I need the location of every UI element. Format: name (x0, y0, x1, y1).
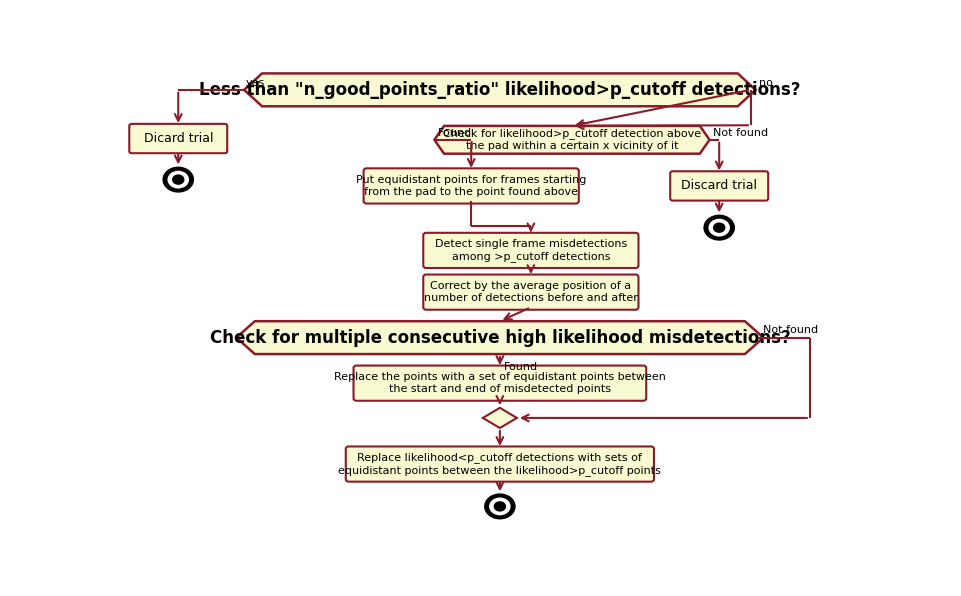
FancyBboxPatch shape (346, 446, 654, 482)
Circle shape (709, 219, 729, 236)
Circle shape (494, 502, 505, 511)
FancyBboxPatch shape (670, 171, 768, 201)
Text: Check for likelihood>p_cutoff detection above
the pad within a certain x vicinit: Check for likelihood>p_cutoff detection … (443, 129, 701, 151)
Text: Put equidistant points for frames starting
from the pad to the point found above: Put equidistant points for frames starti… (356, 175, 586, 197)
Text: no: no (759, 78, 774, 88)
Text: Correct by the average position of a
number of detections before and after: Correct by the average position of a num… (424, 281, 638, 303)
Polygon shape (434, 126, 709, 154)
Circle shape (173, 175, 184, 184)
Text: yes: yes (246, 78, 265, 88)
FancyBboxPatch shape (423, 275, 638, 310)
Circle shape (168, 172, 188, 188)
FancyBboxPatch shape (354, 365, 646, 401)
Text: Dicard trial: Dicard trial (143, 132, 213, 145)
Text: Found: Found (504, 362, 538, 372)
FancyBboxPatch shape (363, 168, 579, 203)
Circle shape (714, 223, 725, 232)
Text: Discard trial: Discard trial (681, 179, 757, 193)
Circle shape (704, 215, 734, 240)
Text: Detect single frame misdetections
among >p_cutoff detections: Detect single frame misdetections among … (434, 239, 627, 262)
Text: Not found: Not found (763, 325, 818, 335)
Circle shape (163, 167, 193, 192)
Circle shape (490, 498, 510, 514)
Text: Less than "n_good_points_ratio" likelihood>p_cutoff detections?: Less than "n_good_points_ratio" likeliho… (199, 81, 801, 99)
Circle shape (484, 494, 515, 519)
Polygon shape (244, 73, 755, 106)
FancyBboxPatch shape (130, 124, 227, 153)
Text: Check for multiple consecutive high likelihood misdetections?: Check for multiple consecutive high like… (209, 328, 790, 347)
Text: Found: Found (438, 128, 473, 138)
Polygon shape (236, 321, 763, 354)
Text: Replace likelihood<p_cutoff detections with sets of
equidistant points between t: Replace likelihood<p_cutoff detections w… (338, 452, 661, 476)
Text: Not found: Not found (713, 128, 768, 138)
Text: Replace the points with a set of equidistant points between
the start and end of: Replace the points with a set of equidis… (333, 372, 666, 394)
Polygon shape (482, 408, 517, 428)
FancyBboxPatch shape (423, 233, 638, 268)
